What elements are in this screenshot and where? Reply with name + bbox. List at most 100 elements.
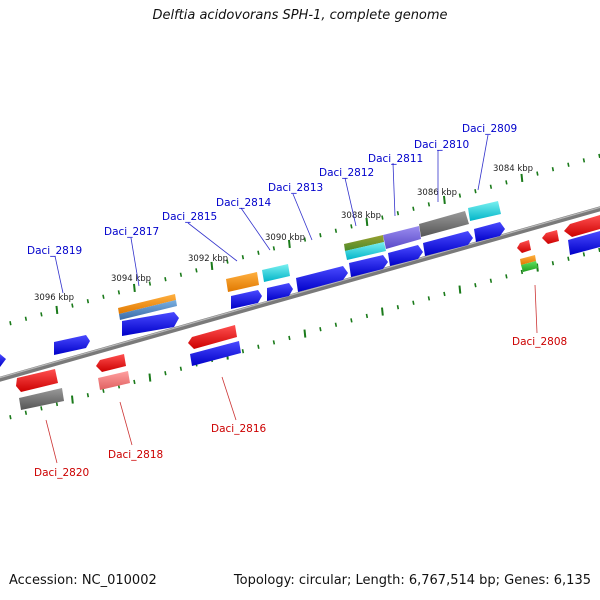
top-leader-lines [54, 134, 489, 294]
ruler-tick [148, 281, 152, 286]
gene-daci-2817-hit-orange [118, 294, 176, 314]
gene-left-edge-blue [0, 354, 6, 367]
ruler-tick [489, 278, 493, 283]
ruler-ticks-bottom [9, 247, 600, 420]
ruler-tick [458, 193, 462, 198]
bottom-gene-labels: Daci_2820 Daci_2818 Daci_2816 Daci_2808 [34, 336, 567, 479]
ruler-tick [71, 395, 74, 404]
ruler-tick [133, 379, 136, 385]
ruler-tick [474, 189, 477, 194]
gene-daci-2813 [296, 266, 348, 292]
ruler-tick [319, 327, 322, 332]
ruler-tick [288, 239, 291, 249]
ruler-tick [257, 344, 260, 349]
ruler-tick [40, 406, 43, 411]
ruler-tick [179, 366, 183, 371]
accession-text: Accession: NC_010002 [9, 573, 157, 588]
ruler-tick [474, 283, 477, 288]
gene-daci-2809-hit-cyan [468, 201, 501, 221]
gene-daci-2808-hit-orange [520, 255, 536, 265]
gene-daci-2816-hit-blue [190, 341, 241, 366]
gene-daci-2812-hit-olive [344, 235, 384, 251]
ruler-tick [396, 305, 400, 310]
label-daci-2818: Daci_2818 [108, 449, 163, 461]
label-daci-2813: Daci_2813 [268, 182, 323, 194]
label-daci-2819: Daci_2819 [27, 245, 82, 257]
ruler-tick [567, 162, 570, 167]
ruler-labels: 3096 kbp 3094 kbp 3092 kbp 3090 kbp 3088… [34, 164, 533, 303]
ruler-tick [350, 224, 353, 229]
gene-daci-2814-hit-cyan [262, 264, 290, 282]
backbone-highlight [0, 206, 600, 379]
ruler-tick [102, 388, 105, 393]
ruler-tick [117, 290, 121, 295]
ruler-label-3090: 3090 kbp [265, 233, 305, 243]
ruler-tick [582, 158, 586, 163]
ruler-tick [350, 318, 353, 323]
gene-daci-2820-hit-gray [19, 388, 64, 410]
ruler-tick [55, 401, 59, 407]
ruler-tick [24, 316, 28, 321]
ruler-tick [272, 340, 276, 345]
label-daci-2811: Daci_2811 [368, 153, 423, 165]
ruler-tick [582, 252, 586, 257]
ruler-tick [133, 283, 136, 293]
ruler-tick [412, 300, 415, 305]
ruler-tick [164, 371, 167, 376]
ruler-tick [365, 217, 369, 227]
ruler-tick [210, 261, 214, 271]
ruler-tick [458, 285, 462, 294]
ruler-tick [179, 272, 183, 277]
ruler-label-3086: 3086 kbp [417, 188, 457, 198]
ruler-tick [55, 305, 59, 315]
ruler-tick [443, 195, 446, 205]
ruler-tick [381, 307, 384, 316]
ruler-tick [226, 259, 229, 264]
ruler-tick [40, 312, 43, 317]
ruler-tick [164, 277, 167, 282]
gene-daci-2809 [474, 222, 505, 242]
ruler-tick [288, 335, 291, 341]
label-daci-2810: Daci_2810 [414, 139, 469, 151]
gene-daci-2808 [517, 240, 531, 253]
ruler-tick [86, 299, 90, 304]
gene-daci-2817-hit-steel [119, 300, 177, 320]
gene-daci-2808-hit-green [521, 261, 538, 272]
ruler-tick [520, 269, 524, 275]
reverse-genes [0, 215, 600, 410]
ruler-tick [381, 215, 384, 220]
label-daci-2816: Daci_2816 [211, 423, 267, 435]
map-title: Delftia acidovorans SPH-1, complete geno… [152, 8, 448, 23]
ruler-label-3088: 3088 kbp [341, 211, 381, 221]
top-gene-labels: Daci_2819 Daci_2817 Daci_2815 Daci_2814 … [27, 123, 517, 257]
ruler-tick [102, 294, 105, 299]
ruler-tick [427, 202, 431, 207]
ruler-label-3094: 3094 kbp [111, 274, 151, 284]
label-daci-2814: Daci_2814 [216, 197, 272, 209]
gene-right-forward [568, 231, 600, 255]
ruler-tick [272, 246, 276, 251]
gene-daci-2816 [188, 325, 237, 349]
ruler-tick [412, 206, 415, 211]
ruler-label-3092: 3092 kbp [188, 254, 228, 264]
ruler-tick [195, 268, 198, 273]
gene-daci-2812 [349, 255, 388, 277]
label-daci-2812: Daci_2812 [319, 167, 374, 179]
forward-genes [54, 201, 600, 355]
ruler-tick [86, 393, 90, 398]
ruler-tick [303, 237, 307, 242]
gene-right-red-1 [542, 230, 559, 244]
ruler-ticks-top [9, 153, 600, 326]
ruler-tick [365, 313, 369, 319]
gene-daci-2818-hit-pink [98, 371, 130, 390]
gene-daci-2817 [122, 312, 179, 336]
ruler-label-3084: 3084 kbp [493, 164, 533, 174]
label-daci-2815: Daci_2815 [162, 211, 217, 223]
label-daci-2809: Daci_2809 [462, 123, 517, 135]
backbone-line [0, 206, 600, 382]
ruler-tick [551, 261, 555, 266]
gene-daci-2818 [96, 354, 126, 372]
gene-daci-2811 [388, 245, 423, 266]
gene-daci-2815 [231, 290, 262, 309]
